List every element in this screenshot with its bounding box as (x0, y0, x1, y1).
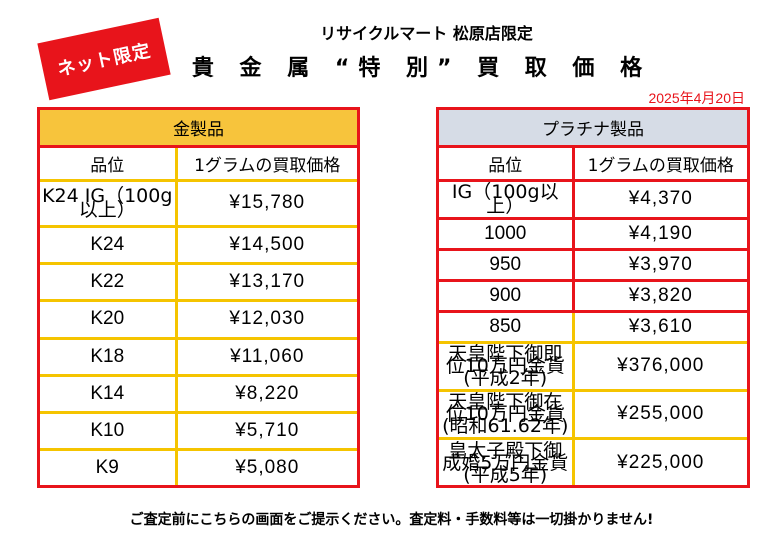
price-cell: ¥5,080 (235, 457, 300, 479)
table-row: 天皇陛下御在位10万円金貨(昭和61.62年) ¥255,000 (439, 390, 747, 441)
price-cell: ¥4,370 (573, 180, 747, 220)
table-row: K20 ¥12,030 (40, 300, 357, 340)
grade-cell: K9 (40, 449, 178, 485)
table-row: 天皇陛下御即位10万円金貨(平成2年) ¥376,000 (439, 342, 747, 392)
price-cell: ¥255,000 (573, 390, 747, 441)
price-cell: ¥3,970 (573, 249, 747, 282)
price-cell: ¥14,500 (176, 226, 357, 266)
platinum-heading: プラチナ製品 (439, 110, 747, 148)
table-row: 皇太子殿下御成婚5万円金貨(平成5年) ¥225,000 (439, 438, 747, 485)
page-title: 貴 金 属 “特 別” 買 取 価 格 (191, 56, 652, 81)
grade-cell: 天皇陛下御即位10万円金貨(平成2年) (439, 342, 575, 392)
table-row: 900 ¥3,820 (439, 280, 747, 313)
price-cell: ¥4,190 (573, 218, 747, 251)
table-row: 850 ¥3,610 (439, 311, 747, 344)
platinum-col-grade: 品位 (439, 146, 575, 182)
grade-cell: K18 (40, 338, 178, 377)
grade-cell: K24 (40, 226, 178, 266)
table-row: 950 ¥3,970 (439, 249, 747, 282)
table-row: K24 ¥14,500 (40, 226, 357, 266)
grade-cell: K24 IG（100g以上） (40, 180, 178, 228)
table-row: K24 IG（100g以上） ¥15,780 (40, 180, 357, 228)
table-row: K18 ¥11,060 (40, 338, 357, 377)
gold-heading: 金製品 (40, 110, 357, 148)
price-cell: ¥13,170 (176, 263, 357, 303)
grade-cell: 900 (439, 280, 575, 313)
platinum-col-price: 1グラムの買取価格 (573, 146, 747, 182)
grade-cell: 1000 (439, 218, 575, 251)
table-row: K22 ¥13,170 (40, 263, 357, 303)
price-cell: ¥11,060 (176, 338, 357, 377)
store-line: リサイクルマート 松原店限定 (320, 24, 533, 43)
grade-cell: 皇太子殿下御成婚5万円金貨(平成5年) (439, 438, 575, 485)
grade-cell: IG（100g以上） (439, 180, 575, 220)
price-cell: ¥376,000 (573, 342, 747, 392)
grade-cell: K10 (40, 412, 178, 452)
grade-cell: K20 (40, 300, 178, 340)
footer-note: ご査定前にこちらの画面をご提示ください。査定料・手数料等は一切掛かりません! (129, 512, 654, 528)
table-row: 1000 ¥4,190 (439, 218, 747, 251)
table-row: K10 ¥5,710 (40, 412, 357, 452)
date-label: 2025年4月20日 (648, 90, 745, 106)
price-cell: ¥12,030 (176, 300, 357, 340)
gold-price-table: 金製品 品位 1グラムの買取価格 K24 IG（100g以上） ¥15,780 … (37, 107, 360, 488)
price-cell: ¥8,220 (176, 375, 357, 415)
grade-cell: K22 (40, 263, 178, 303)
table-row: K14 ¥8,220 (40, 375, 357, 415)
table-row: K9 ¥5,080 (40, 449, 357, 485)
grade-cell: 950 (439, 249, 575, 282)
grade-cell: K14 (40, 375, 178, 415)
gold-col-price: 1グラムの買取価格 (176, 146, 357, 182)
grade-cell: 天皇陛下御在位10万円金貨(昭和61.62年) (439, 390, 575, 441)
price-cell: ¥3,820 (573, 280, 747, 313)
table-row: IG（100g以上） ¥4,370 (439, 180, 747, 220)
platinum-price-table: プラチナ製品 品位 1グラムの買取価格 IG（100g以上） ¥4,370 10… (436, 107, 750, 488)
price-cell: ¥15,780 (176, 180, 357, 228)
grade-cell: 850 (439, 311, 575, 344)
gold-col-grade: 品位 (40, 146, 178, 182)
price-cell: ¥3,610 (573, 311, 747, 344)
price-cell: ¥5,710 (176, 412, 357, 452)
price-cell: ¥225,000 (617, 451, 705, 473)
